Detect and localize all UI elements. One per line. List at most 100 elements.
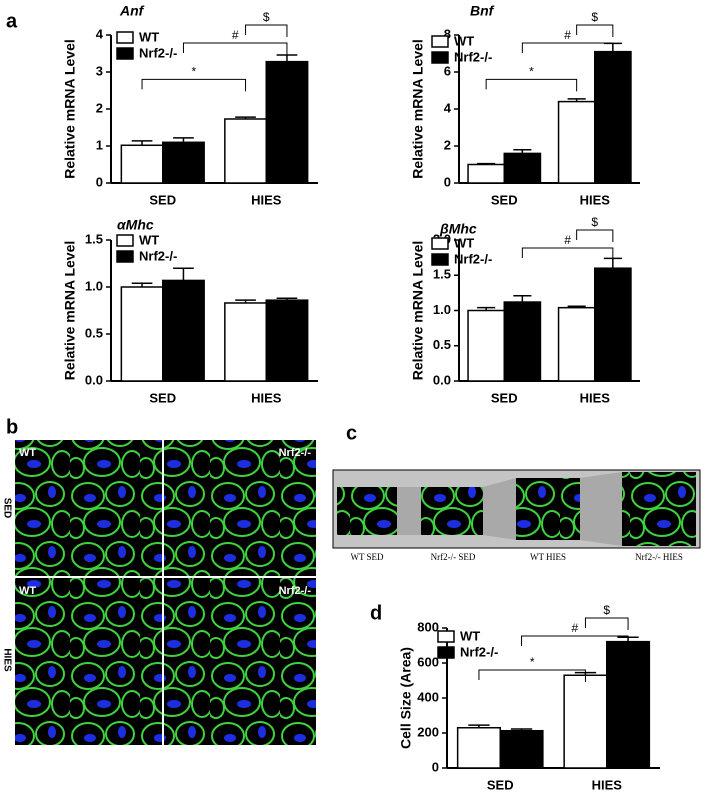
legend-label: Nrf2-/- [454,49,492,64]
bar [224,118,268,184]
micrograph [164,440,316,576]
y-tick-label: 0 [96,174,103,189]
y-tick-label: 1.5 [85,231,103,246]
legend-swatch [431,51,449,64]
significance-bracket [478,669,586,682]
bar [162,141,205,184]
chart-title: Anf [119,3,145,19]
y-axis-label: Relative mRNA Level [410,39,426,179]
row-label: HIES [1,648,12,672]
y-axis-label: Cell Size (Area) [398,647,414,749]
y-tick-label: 200 [417,724,439,739]
panel-label: c [346,422,357,444]
bar [120,286,164,382]
significance-label: # [571,621,578,635]
significance-bracket [576,24,614,37]
significance-label: $ [603,603,610,617]
bar [162,279,205,382]
y-tick-label: 600 [417,654,439,669]
bar [594,267,632,382]
significance-label: $ [591,10,598,24]
significance-bracket [576,229,614,242]
bar [563,674,608,769]
legend-label: WT [460,628,480,643]
legend-swatch [431,253,449,266]
y-tick-label: 1 [96,137,103,152]
x-tick-label: HIES [580,390,611,405]
panel-label: b [6,416,18,438]
y-tick-label: 0 [444,174,451,189]
bar [503,152,542,184]
bar [557,306,596,382]
y-tick-label: 1.0 [433,302,451,317]
y-tick-label: 4 [444,100,452,115]
y-tick-label: 0.5 [433,337,451,352]
bar [265,299,309,382]
significance-label: # [232,28,239,42]
micrograph [164,578,316,745]
legend-label: WT [139,232,159,247]
y-tick-label: 3 [96,63,103,78]
bar [467,163,505,184]
significance-bracket [521,635,629,648]
x-tick-label: HIES [251,192,282,207]
x-tick-label: HIES [580,192,611,207]
legend-swatch [116,47,134,60]
legend-swatch [116,250,134,263]
strip-label: Nrf2-/- SED [431,552,476,562]
y-tick-label: 400 [417,689,439,704]
y-tick-label: 0.0 [85,372,103,387]
significance-label: # [564,233,571,247]
significance-bracket [521,42,614,55]
y-tick-label: 800 [417,619,439,634]
strip-label: WT SED [350,552,384,562]
significance-bracket [182,42,288,55]
image-label: WT [19,447,36,459]
legend-swatch [431,237,449,250]
y-tick-label: 1.5 [433,267,451,282]
significance-label: $ [591,215,598,229]
micrograph [421,487,483,535]
y-axis-label: Relative mRNA Level [62,241,78,381]
x-tick-label: SED [491,390,518,405]
micrograph [337,487,397,535]
chart-title: αMhc [117,217,154,233]
strip-label: WT HIES [530,552,566,562]
y-tick-label: 4 [96,26,104,41]
bar [503,301,542,382]
y-tick-label: 0.5 [85,325,103,340]
error-bar [276,54,298,62]
x-tick-label: SED [149,192,176,207]
x-tick-label: SED [491,192,518,207]
micrograph [622,472,696,546]
legend-label: Nrf2-/- [460,644,498,659]
bar [265,60,309,184]
y-tick-label: 2 [444,137,451,152]
significance-label: $ [263,10,270,24]
strip-label: Nrf2-/- HIES [635,552,683,562]
error-bar [173,267,194,281]
significance-label: * [530,655,535,669]
legend-label: Nrf2-/- [139,45,177,60]
bar [456,727,501,769]
bar [467,309,505,382]
bar [557,100,596,184]
y-axis-label: Relative mRNA Level [62,39,78,179]
x-tick-label: SED [149,390,176,405]
legend-label: Nrf2-/- [139,248,177,263]
x-tick-label: SED [487,777,514,792]
legend-label: WT [139,29,159,44]
y-tick-label: 6 [444,63,451,78]
bar [606,640,651,769]
significance-bracket [245,24,288,37]
micrograph [516,478,580,540]
legend-swatch [437,630,455,643]
x-tick-label: HIES [251,390,282,405]
bar [120,144,164,184]
image-label: Nrf2-/- [279,447,312,459]
chart-title: βMhc [439,221,477,237]
micrograph [15,440,162,576]
legend-swatch [116,234,134,247]
